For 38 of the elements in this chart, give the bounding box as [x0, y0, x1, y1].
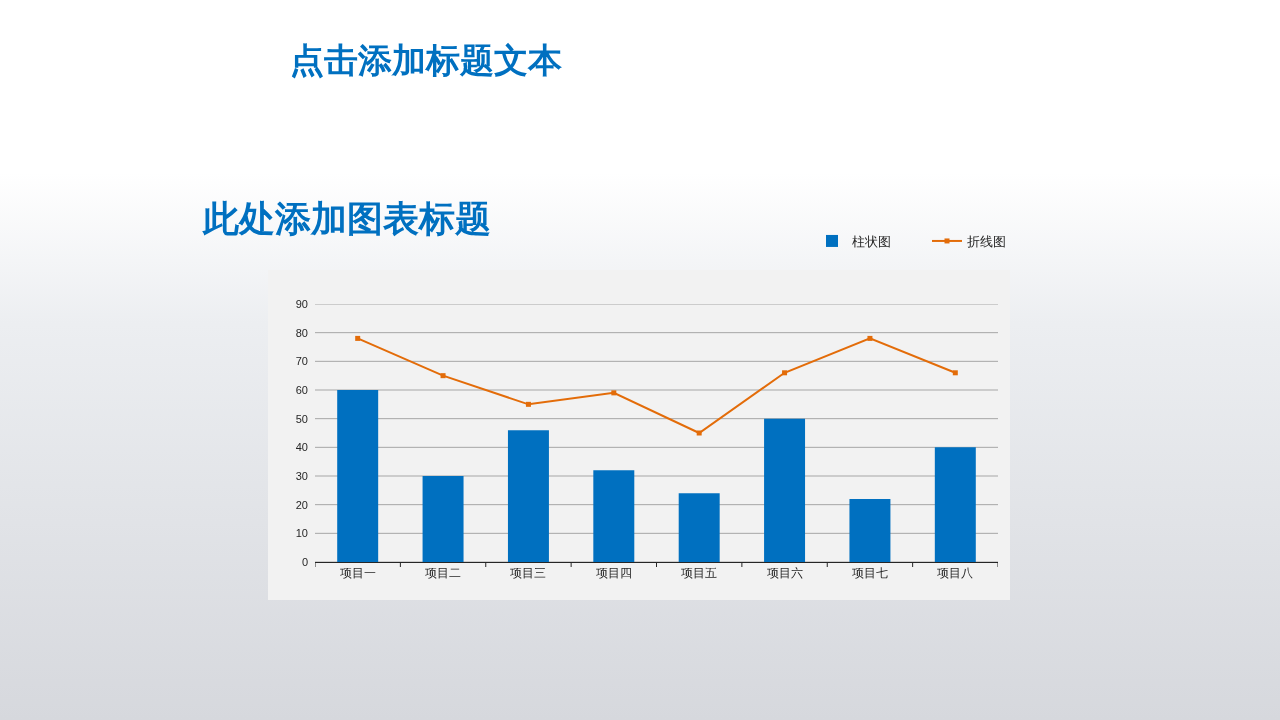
bar — [593, 470, 635, 562]
y-tick-label: 80 — [295, 326, 308, 339]
bar — [934, 447, 976, 562]
chart-subtitle: 此处添加图表标题 — [202, 198, 491, 239]
x-tick-label: 项目八 — [937, 566, 974, 581]
y-tick-label: 20 — [295, 498, 308, 511]
point — [525, 401, 531, 407]
point — [952, 370, 958, 376]
y-tick-label: 40 — [295, 441, 308, 454]
x-tick-label: 项目三 — [510, 566, 547, 581]
x-tick-label: 项目四 — [595, 566, 632, 581]
point — [782, 370, 788, 376]
point — [696, 430, 702, 436]
bar — [849, 498, 891, 562]
chart-title: 点击添加标题文本 — [290, 40, 563, 79]
x-tick-label: 项目七 — [851, 566, 888, 581]
x-tick-label: 项目一 — [339, 566, 376, 581]
legend-label: 柱状图 — [852, 234, 891, 250]
y-tick-label: 70 — [295, 355, 308, 368]
point — [611, 390, 617, 396]
x-tick-label: 项目五 — [681, 566, 718, 581]
y-tick-label: 10 — [295, 527, 308, 540]
bar — [422, 476, 464, 562]
y-tick-label: 50 — [295, 412, 308, 425]
y-tick-label: 0 — [301, 555, 308, 568]
x-tick-label: 项目二 — [425, 566, 462, 581]
bar — [678, 493, 720, 562]
bar — [764, 418, 806, 562]
y-tick-label: 90 — [295, 297, 308, 310]
y-tick-label: 60 — [295, 383, 308, 396]
point — [867, 335, 873, 341]
legend-label: 折线图 — [967, 234, 1006, 250]
y-tick-label: 30 — [295, 469, 308, 482]
point — [355, 335, 361, 341]
x-tick-label: 项目六 — [766, 566, 803, 581]
bar — [507, 430, 549, 562]
point — [440, 373, 446, 379]
bar — [337, 390, 379, 562]
